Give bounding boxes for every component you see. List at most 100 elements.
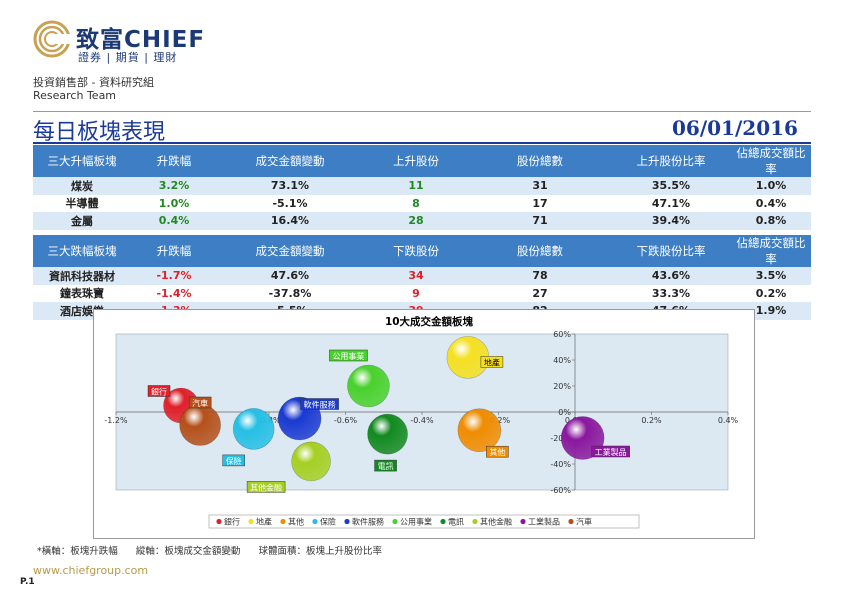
title-divider [33,142,811,144]
legend-label: 電訊 [448,517,464,527]
legend-marker [312,518,318,525]
department: 投資銷售部 - 資料研究組 [33,76,154,89]
footnote-x: 橫軸：板塊升跌幅 [41,546,118,557]
change-pct: 1.0% [131,194,217,212]
bubble-label: 其他金融 [250,482,282,492]
table-header: 成交金額變動 [217,235,363,267]
bubble-label-box [246,481,286,493]
footnote-star: * [37,546,42,557]
sector-name: 金屬 [33,212,131,230]
bubble[interactable] [232,408,275,450]
rising-count: 8 [363,194,469,212]
table-header: 上升股份比率 [611,145,731,177]
bubble-label-box [329,349,368,362]
rising-ratio: 35.5% [611,177,731,195]
legend-marker [392,518,398,525]
turnover-share: 0.4% [731,194,811,212]
bubble[interactable] [179,404,221,446]
bubble-label-box [147,385,171,397]
table-header: 佔總成交額比率 [731,235,811,267]
table-row: 金屬 0.4% 16.4% 28 71 39.4% 0.8% [33,212,811,230]
bottom-sectors-table: 三大跌幅板塊 升跌幅 成交金額變動 下跌股份 股份總數 下跌股份比率 佔總成交額… [33,235,811,320]
sector-name: 煤炭 [33,177,131,195]
bubble-label: 汽車 [192,398,208,408]
falling-ratio: 43.6% [611,267,731,285]
table-row: 鐘表珠寶 -1.4% -37.8% 9 27 33.3% 0.2% [33,284,811,302]
legend-label: 公用事業 [400,517,432,527]
x-tick-label: -0.2% [487,416,511,425]
legend-label: 銀行 [224,517,240,527]
sector-name: 鐘表珠寶 [33,284,131,302]
x-tick-label: -1.2% [104,416,128,425]
change-pct: -1.4% [131,284,217,302]
bubble-label: 工業製品 [595,447,627,457]
bubble[interactable] [457,408,502,452]
bubble-label: 軟件服務 [304,400,336,410]
legend-label: 汽車 [576,517,592,527]
brand-subtitle: 證券 | 期貨 | 理財 [78,51,178,64]
x-tick-label: -0.6% [334,416,358,425]
falling-ratio: 33.3% [611,284,731,302]
legend-marker [440,518,446,525]
change-pct: -1.7% [131,267,217,285]
turnover-share: 0.2% [731,284,811,302]
bubble-label-box [374,459,397,472]
legend-marker [568,518,574,525]
turnover-change: 73.1% [217,177,363,195]
legend-marker [216,518,222,525]
legend-marker [344,518,350,525]
legend-label: 其他金融 [480,517,512,527]
legend-box [208,514,640,529]
table-header: 三大跌幅板塊 [33,235,131,267]
bubble-label: 保險 [226,456,242,466]
bubble[interactable] [367,413,408,455]
total-count: 31 [469,177,611,195]
legend-label: 工業製品 [528,517,560,527]
falling-count: 9 [363,284,469,302]
legend-marker [248,518,254,525]
bubble-label-box [188,396,212,409]
table-header: 上升股份 [363,145,469,177]
y-tick-label: -20% [550,434,571,443]
header-divider [33,111,811,112]
bubble[interactable] [347,364,390,408]
logo-icon [33,20,71,58]
bubble-label: 其他 [489,447,505,457]
y-tick-label: 20% [553,382,571,391]
total-count: 78 [469,267,611,285]
bubble-label: 電訊 [378,461,394,471]
page-title: 每日板塊表現 [33,120,166,145]
table-header: 成交金額變動 [217,145,363,177]
bubble-label-box [222,454,245,467]
rising-ratio: 47.1% [611,194,731,212]
brand-name: 致富CHIEF [76,27,206,53]
rising-ratio: 39.4% [611,212,731,230]
sector-name: 半導體 [33,194,131,212]
table-header: 股份總數 [469,235,611,267]
table-header: 佔總成交額比率 [731,145,811,177]
bubble-label-box [591,445,630,458]
bubble-chart-svg: 10大成交金額板塊 -1.2%-1.0%-0.8%-0.6%-0.4%-0.2%… [104,315,739,529]
y-tick-label: -60% [550,486,571,495]
bubble-label: 銀行 [151,387,167,397]
total-count: 71 [469,212,611,230]
x-tick-label: 0.2% [641,416,662,425]
bubble-label-box [486,445,509,458]
turnover-change: -5.1% [217,194,363,212]
turnover-change: 47.6% [217,267,363,285]
footer-url[interactable]: www.chiefgroup.com [33,564,149,577]
page-number: P.1 [20,577,35,587]
report-date: 06/01/2016 [672,116,798,140]
legend-marker [472,518,478,525]
bubble[interactable] [291,441,331,482]
turnover-share: 3.5% [731,267,811,285]
turnover-change: -37.8% [217,284,363,302]
footnote-y: 縱軸：板塊成交金額變動 [135,546,241,557]
change-pct: 0.4% [131,212,217,230]
table-header-row: 三大升幅板塊 升跌幅 成交金額變動 上升股份 股份總數 上升股份比率 佔總成交額… [33,145,811,177]
turnover-change: 16.4% [217,212,363,230]
y-tick-label: 60% [553,330,571,339]
bubble-label: 公用事業 [332,351,364,361]
rising-count: 28 [363,212,469,230]
table-row: 煤炭 3.2% 73.1% 11 31 35.5% 1.0% [33,177,811,195]
